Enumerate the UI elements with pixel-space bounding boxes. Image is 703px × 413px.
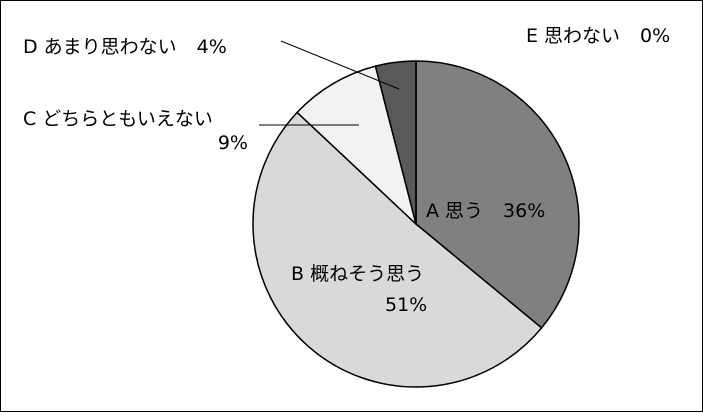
pie-slice-a	[415, 60, 580, 329]
slice-label-a: A 思う 36%	[426, 200, 545, 222]
leader-line-d	[280, 40, 400, 90]
slice-label-b-value: 51%	[385, 294, 427, 316]
slice-c-category: C どちらともいえない	[23, 108, 213, 130]
slice-label-c-value: 9%	[218, 132, 248, 154]
leader-lines	[259, 40, 400, 126]
slice-b-value: 51%	[385, 294, 427, 316]
slice-c-value: 9%	[218, 132, 248, 154]
slice-a-value: 36%	[503, 200, 545, 222]
slice-d-value: 4%	[197, 36, 227, 58]
slice-label-c: C どちらともいえない	[23, 108, 213, 130]
pie-slices	[252, 60, 580, 388]
pie-slice-c	[296, 65, 418, 227]
pie-slice-b	[252, 111, 543, 388]
slice-label-b: B 概ねそう思う	[291, 263, 424, 285]
slice-label-d: D あまり思わない 4%	[23, 36, 227, 58]
slice-b-category: B 概ねそう思う	[291, 263, 424, 285]
slice-d-category: D あまり思わない	[23, 36, 177, 58]
slice-a-category: A 思う	[426, 200, 483, 222]
slice-label-e: E 思わない 0%	[526, 25, 670, 47]
slice-e-value: 0%	[640, 25, 670, 47]
slice-e-category: E 思わない	[526, 25, 620, 47]
